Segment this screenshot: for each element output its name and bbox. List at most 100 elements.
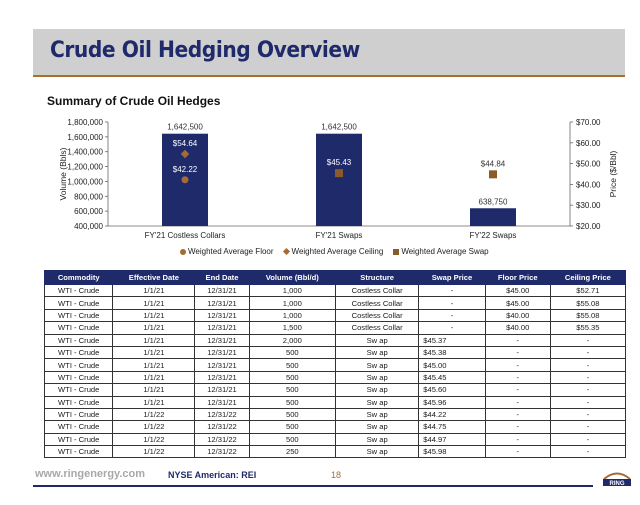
table-cell: 500 xyxy=(248,432,337,447)
price-data-label: $54.64 xyxy=(173,139,198,148)
y-tick-label: 1,800,000 xyxy=(67,118,103,127)
price-data-label: $45.43 xyxy=(327,158,352,167)
table-cell: Costless Collar xyxy=(334,296,420,310)
table-cell: 250 xyxy=(248,445,337,459)
table-cell: - xyxy=(484,407,551,422)
table-cell: Sw ap xyxy=(334,432,420,447)
table-cell: - xyxy=(549,395,627,409)
table-cell: 1/1/22 xyxy=(112,445,196,459)
table-cell: Sw ap xyxy=(334,407,420,422)
table-cell: 12/31/21 xyxy=(194,296,250,310)
table-cell: 1,000 xyxy=(248,296,337,310)
section-subtitle: Summary of Crude Oil Hedges xyxy=(47,94,221,108)
table-cell: WTI - Crude xyxy=(43,296,114,310)
table-cell: 1/1/22 xyxy=(112,407,196,422)
table-cell: WTI - Crude xyxy=(43,395,114,409)
table-cell: - xyxy=(549,445,627,459)
table-cell: 12/31/22 xyxy=(194,420,250,434)
table-row: WTI - Crude 1/1/21 12/31/21 500 Sw ap $45.00-… xyxy=(43,358,627,372)
table-cell: 1/1/21 xyxy=(112,345,196,360)
bar-data-label: 1,642,500 xyxy=(321,123,357,132)
table-row: WTI - Crude 1/1/21 12/31/21 1,000 Costless C… xyxy=(43,296,627,310)
column-header: Structure xyxy=(334,270,420,285)
table-cell: - xyxy=(418,296,486,310)
y2-axis-title: Price ($/Bbl) xyxy=(608,150,618,197)
table-row: WTI - Crude 1/1/21 12/31/21 1,000 Costless C… xyxy=(43,283,627,298)
table-cell: - xyxy=(484,420,551,434)
table-cell: $45.00 xyxy=(484,296,551,310)
table-cell: $55.35 xyxy=(549,321,627,335)
circle-marker-icon xyxy=(180,248,186,255)
table-row: WTI - Crude 1/1/22 12/31/22 250 Sw ap $45.98-… xyxy=(43,445,627,459)
y-tick-label: 1,400,000 xyxy=(67,148,103,157)
y2-tick-label: $20.00 xyxy=(576,222,601,231)
price-data-label: $44.84 xyxy=(481,159,506,168)
y2-tick-label: $40.00 xyxy=(576,180,601,189)
column-header: Commodity xyxy=(43,270,114,285)
table-cell: 12/31/21 xyxy=(194,283,250,298)
table-cell: - xyxy=(418,283,486,298)
table-cell: - xyxy=(549,370,627,385)
table-body: WTI - Crude 1/1/21 12/31/21 1,000 Costless C… xyxy=(43,283,627,459)
table-cell: 1/1/21 xyxy=(112,308,196,323)
table-row: WTI - Crude 1/1/22 12/31/22 500 Sw ap $44.22-… xyxy=(43,407,627,422)
footer-divider xyxy=(33,485,593,487)
y-tick-label: 1,000,000 xyxy=(67,177,103,186)
table-cell: 1/1/21 xyxy=(112,283,196,298)
table-cell: 1,000 xyxy=(248,283,337,298)
table-cell: - xyxy=(484,395,551,409)
table-cell: $45.60 xyxy=(418,383,486,397)
table-cell: 12/31/21 xyxy=(194,345,250,360)
square-marker-icon xyxy=(393,248,400,255)
legend-ceiling: Weighted Average Ceiling xyxy=(282,247,384,256)
table-cell: Sw ap xyxy=(334,333,420,347)
table-cell: $44.75 xyxy=(418,420,486,434)
table-cell: - xyxy=(418,321,486,335)
column-header: Floor Price xyxy=(484,270,551,285)
table-cell: - xyxy=(549,407,627,422)
table-cell: 1/1/21 xyxy=(112,296,196,310)
table-cell: - xyxy=(549,432,627,447)
table-cell: Sw ap xyxy=(334,395,420,409)
table-cell: 12/31/21 xyxy=(194,383,250,397)
title-band xyxy=(33,29,625,75)
table-cell: - xyxy=(484,333,551,347)
table-cell: 500 xyxy=(248,370,337,385)
table-cell: - xyxy=(484,370,551,385)
table-cell: $45.37 xyxy=(418,333,486,347)
table-cell: $45.00 xyxy=(418,358,486,372)
table-cell: $45.45 xyxy=(418,370,486,385)
table-cell: WTI - Crude xyxy=(43,333,114,347)
table-cell: Sw ap xyxy=(334,345,420,360)
table-cell: 500 xyxy=(248,345,337,360)
y-axis-title: Volume (Bbls) xyxy=(58,147,68,200)
column-header: Swap Price xyxy=(418,270,486,285)
table-cell: WTI - Crude xyxy=(43,308,114,323)
table-cell: - xyxy=(484,345,551,360)
legend-floor: Weighted Average Floor xyxy=(180,247,274,256)
ceiling-marker xyxy=(180,149,190,159)
table-cell: 1/1/21 xyxy=(112,358,196,372)
table-row: WTI - Crude 1/1/21 12/31/21 500 Sw ap $45.45-… xyxy=(43,370,627,385)
y-tick-label: 400,000 xyxy=(74,222,103,231)
table-cell: WTI - Crude xyxy=(43,321,114,335)
table-cell: 500 xyxy=(248,383,337,397)
legend-ceiling-label: Weighted Average Ceiling xyxy=(291,247,384,256)
table-cell: $40.00 xyxy=(484,308,551,323)
legend-swap: Weighted Average Swap xyxy=(393,247,489,256)
column-header: Volume (Bbl/d) xyxy=(248,270,337,285)
y-tick-label: 1,200,000 xyxy=(67,163,103,172)
column-header: Ceiling Price xyxy=(549,270,627,285)
table-cell: $40.00 xyxy=(484,321,551,335)
swap-marker xyxy=(489,170,497,179)
table-cell: 500 xyxy=(248,358,337,372)
table-cell: 1/1/21 xyxy=(112,370,196,385)
table-cell: 2,000 xyxy=(248,333,337,347)
bar xyxy=(316,133,362,226)
table-cell: 12/31/21 xyxy=(194,395,250,409)
table-cell: $55.08 xyxy=(549,296,627,310)
table-cell: WTI - Crude xyxy=(43,283,114,298)
table-cell: $45.98 xyxy=(418,445,486,459)
chart-legend: Weighted Average Floor Weighted Average … xyxy=(180,247,489,256)
page-number: 18 xyxy=(331,470,342,480)
